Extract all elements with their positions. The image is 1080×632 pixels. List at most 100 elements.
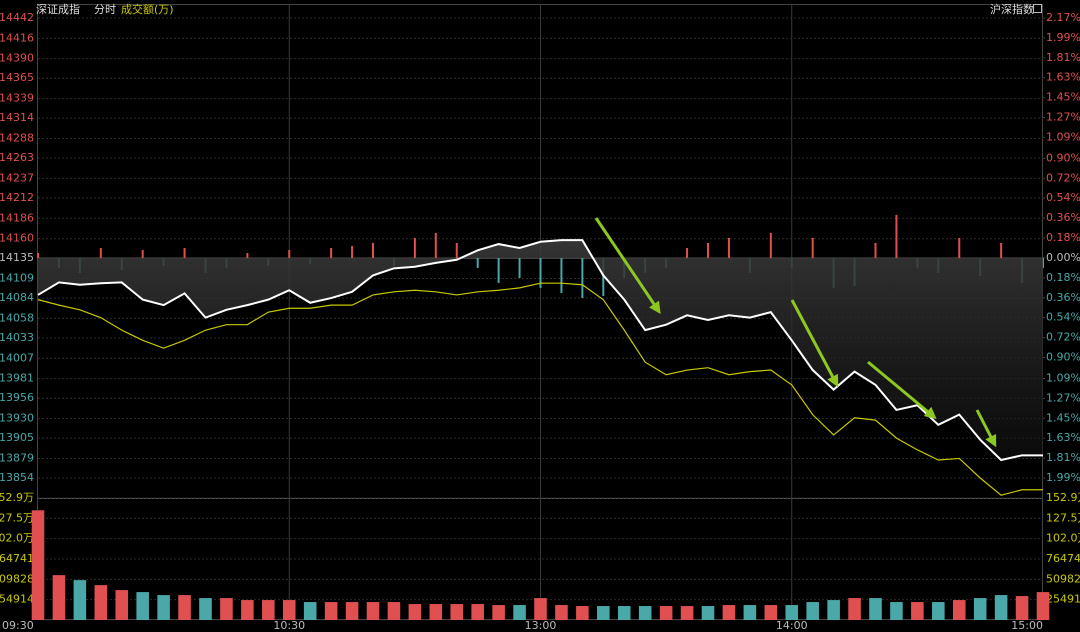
breadth-bar [372,242,374,258]
y2-tick-label: 0.72% [1046,171,1080,184]
volume-bar [513,605,526,620]
y2-tick-label: 0.36% [1046,211,1080,224]
y2-tick-label: 1.27% [1046,111,1080,124]
y-tick-label: 13956 [0,391,34,404]
breadth-bar [351,245,354,258]
volume-bar [701,606,715,620]
breadth-bar [518,257,521,278]
breadth-bar [141,249,144,258]
y2-tick-label: 1.99% [1046,471,1080,484]
y-tick-label: 14390 [0,52,34,65]
trend-arrow [594,217,661,314]
y2-tick-label: 1.99% [1046,31,1080,44]
x-tick-label: 13:00 [525,619,557,632]
y2-tick-label: 0.36% [1046,291,1080,304]
y-tick-label: 13981 [0,372,34,385]
volume-bar [722,605,736,620]
volume-bar [680,606,694,620]
volume-bar [743,605,757,620]
volume-bar [471,604,484,620]
y2-tick-label: 0.90% [1046,350,1080,363]
y2-tick-label: 1.81% [1046,51,1080,64]
volume-bar [1015,596,1029,620]
y-tick-label: 14212 [0,191,34,204]
volume-bar [1036,592,1050,620]
y-tick-label: 13930 [0,412,34,425]
volume-bar [450,604,464,620]
volume-tick-label: 764741 [1046,552,1080,565]
volume-tick-label: 764741 [0,552,34,565]
volume-bar [890,602,903,620]
y2-tick-label: 1.09% [1046,130,1080,143]
x-tick-label: 15:00 [1011,619,1043,632]
volume-bar [387,602,401,620]
y-tick-label: 14263 [0,151,34,164]
y-tick-label: 13854 [0,471,34,484]
y2-tick-label: 1.81% [1046,451,1080,464]
breadth-bar [1000,242,1003,258]
trend-arrow [867,360,937,420]
y2-tick-label: 0.90% [1046,151,1080,164]
y2-tick-label: 0.54% [1046,311,1080,324]
y-tick-label: 14033 [0,331,34,344]
volume-bar [638,606,652,620]
y-tick-label: 14160 [0,232,34,245]
grid: 14442 14416 14390 14365 14339 14314 14288 14263… [0,5,1080,632]
breadth-bar [497,257,500,283]
annotations [594,217,997,448]
volume-bar [94,585,108,620]
y-tick-label: 14007 [0,351,34,364]
volume-bar [408,604,422,620]
volume-tick-label: 127.5万 [0,511,34,524]
volume-bar [52,575,66,620]
x-tick-label: 14:00 [776,619,808,632]
volume-bar [262,600,275,620]
plot [31,214,1050,620]
index-label: 沪深指数 [990,2,1034,16]
volume-tick-label: 152.9万 [1046,491,1080,504]
volume-bar [220,598,233,620]
y-tick-label: 14109 [0,272,34,285]
volume-bar [973,598,987,620]
breadth-bar [811,237,814,258]
volume-bar [115,590,129,620]
breadth-bar [37,252,39,258]
volume-bar [555,605,568,620]
volume-tick-label: 127.5万 [1046,511,1080,524]
y-tick-label: 13879 [0,451,34,464]
breadth-bar [99,247,102,258]
chart-title: 深证成指 [36,2,80,16]
y2-tick-label: 1.09% [1046,371,1080,384]
view-label: 分时 [94,3,116,16]
volume-bar [827,600,840,620]
y2-tick-label: 2.17% [1046,11,1080,24]
y2-tick-label: 1.27% [1046,391,1080,404]
volume-bar [994,595,1008,620]
y-tick-label: 14365 [0,71,34,84]
volume-bar [178,595,191,620]
volume-bar [932,602,945,620]
y2-tick-label: 1.45% [1046,91,1080,104]
volume-bar [617,606,631,620]
y-tick-label: 14084 [0,291,34,304]
y2-tick-label: 0.18% [1046,231,1080,244]
toggle-icon[interactable] [1033,4,1042,13]
y2-tick-label: 1.63% [1046,431,1080,444]
y-tick-label: 13905 [0,431,34,444]
breadth-bar [413,237,416,258]
volume-bar [136,592,149,620]
volume-bar [324,602,338,620]
volume-bar [199,598,212,620]
y2-tick-label: 1.45% [1046,411,1080,424]
volume-bar [492,605,505,620]
volume-bar [157,595,170,620]
breadth-bar [330,247,333,258]
volume-tick-label: 509828 [1046,572,1080,585]
volume-bar [952,600,966,620]
volume-bar [659,606,673,620]
volume-bar [911,602,924,620]
breadth-bar [581,257,584,298]
